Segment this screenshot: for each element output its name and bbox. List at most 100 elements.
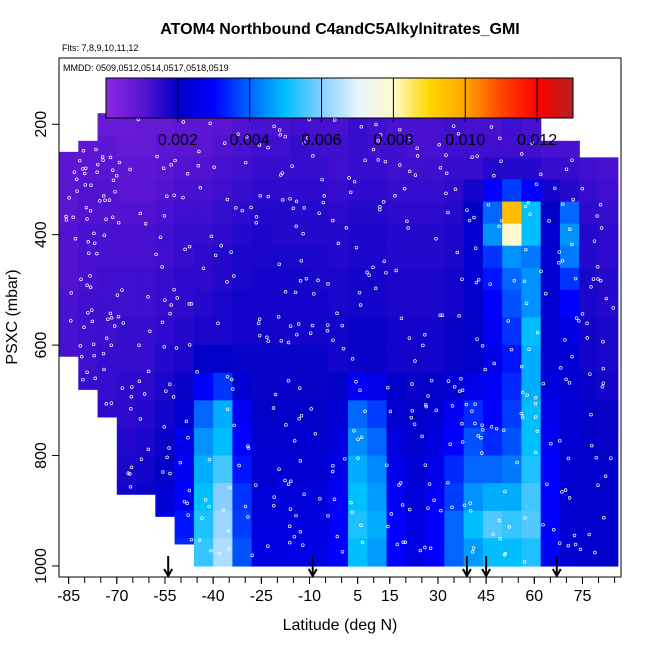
heatmap-cell [405, 289, 426, 319]
sample-point [440, 313, 445, 317]
heatmap-cell [193, 113, 214, 136]
sample-point [407, 137, 412, 141]
sample-point [491, 532, 495, 536]
heatmap-cell [174, 345, 195, 374]
sample-point [200, 516, 204, 520]
heatmap-cell [482, 317, 503, 346]
heatmap-cell [405, 510, 426, 539]
sample-point [585, 336, 589, 340]
sample-point [560, 490, 564, 494]
sample-point [101, 351, 106, 356]
heatmap-cell [116, 317, 137, 346]
sample-point [326, 513, 330, 518]
heatmap-cell [425, 245, 445, 269]
sample-point [528, 212, 532, 216]
heatmap-cell [579, 201, 600, 225]
sample-point [358, 303, 363, 307]
sample-point [64, 214, 68, 219]
heatmap-cell [116, 267, 137, 291]
sample-point [100, 155, 105, 159]
sample-point [178, 460, 183, 465]
heatmap-cell [579, 179, 600, 203]
heatmap-cell [290, 157, 311, 181]
heatmap-cell [270, 267, 291, 291]
sample-point [109, 401, 114, 405]
heatmap-cell [425, 427, 445, 457]
heatmap-cell [97, 289, 118, 319]
heatmap-cell [309, 289, 330, 319]
sample-point [350, 510, 354, 514]
sample-point [286, 379, 291, 383]
sample-point [272, 503, 276, 508]
heatmap-cell [540, 157, 561, 181]
heatmap-cell [386, 245, 407, 269]
heatmap-cell [309, 538, 330, 567]
heatmap-cell [386, 223, 407, 247]
heatmap-cell [367, 510, 388, 539]
heatmap-cell [559, 345, 580, 374]
sample-point [207, 457, 212, 462]
heatmap-cell [136, 427, 156, 457]
sample-point [415, 146, 419, 150]
heatmap-cell [521, 267, 542, 291]
heatmap-cell [386, 455, 407, 484]
sample-point [470, 155, 474, 159]
heatmap-cell [598, 538, 619, 567]
sample-point [129, 465, 134, 470]
sample-point [165, 455, 169, 460]
heatmap-cell [309, 510, 330, 539]
heatmap-cell [155, 345, 176, 374]
heatmap-cell [328, 157, 349, 181]
heatmap-cell [521, 317, 542, 346]
x-axis-label: Latitude (deg N) [283, 617, 398, 634]
heatmap-cell [116, 201, 137, 225]
heatmap-cell [482, 223, 503, 247]
heatmap-cell [348, 372, 368, 401]
heatmap-cell [193, 135, 214, 158]
heatmap-cell [136, 113, 156, 136]
heatmap-cell [174, 223, 195, 247]
sample-point [558, 366, 563, 370]
sample-point [189, 537, 194, 542]
sample-point [196, 164, 201, 168]
heatmap-cell [540, 483, 561, 512]
sample-point [320, 177, 324, 182]
sample-point [468, 501, 473, 505]
heatmap-cell [386, 400, 407, 429]
sample-point [299, 414, 304, 418]
heatmap-cell [78, 345, 99, 374]
sample-point [539, 269, 543, 274]
sample-point [331, 338, 335, 343]
heatmap-cell [367, 455, 388, 484]
heatmap-cell [309, 345, 330, 374]
sample-point [589, 285, 593, 289]
heatmap-cell [155, 179, 176, 203]
y-tick-label: 400 [33, 221, 50, 248]
sample-point [347, 176, 351, 180]
sample-point [92, 241, 97, 245]
sample-point [415, 154, 420, 158]
heatmap-cell [174, 289, 195, 319]
sample-point [277, 128, 282, 132]
heatmap-cell [213, 317, 234, 346]
heatmap-cell [78, 317, 99, 346]
sample-point [356, 437, 360, 441]
heatmap-cell [290, 317, 311, 346]
sample-point [376, 158, 380, 162]
sample-point [277, 262, 282, 266]
heatmap-cell [559, 157, 580, 181]
heatmap-cell [193, 345, 214, 374]
sample-point [524, 247, 528, 252]
sample-point [452, 384, 457, 389]
sample-point [428, 546, 433, 551]
heatmap-cell [97, 400, 118, 418]
heatmap-cell [444, 179, 465, 203]
sample-point [609, 456, 613, 460]
heatmap-cell [425, 510, 445, 539]
heatmap-cell [290, 483, 311, 512]
sample-point [78, 344, 83, 348]
sample-point [128, 167, 132, 172]
heatmap-cell [213, 400, 234, 429]
heatmap-cell [232, 289, 253, 319]
